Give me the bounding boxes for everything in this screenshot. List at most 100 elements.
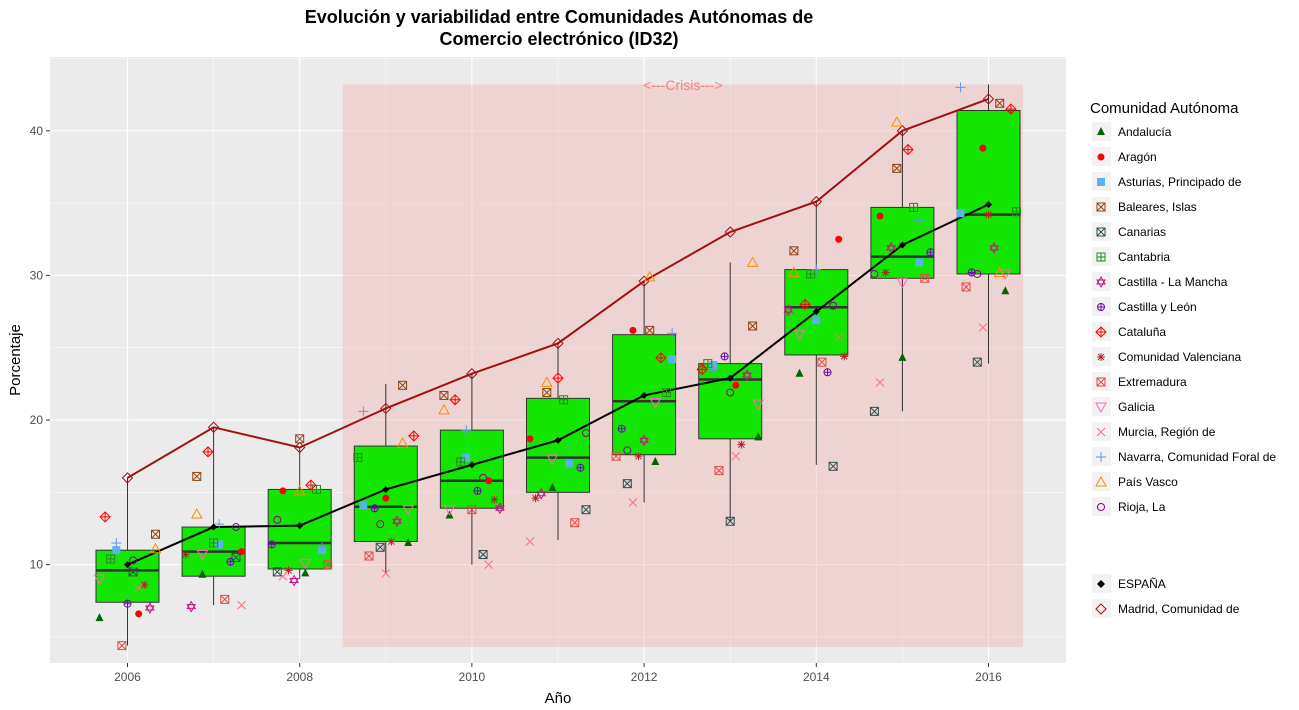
x-tick-label: 2014: [803, 670, 830, 684]
point-baleares-islas: [398, 380, 408, 390]
point-arag-n: [526, 435, 534, 443]
point-rioja-la: [973, 269, 982, 278]
point-castilla-y-le-n: [823, 368, 832, 377]
point-extremadura: [611, 451, 621, 461]
point-asturias-principado-de: [956, 209, 965, 218]
legend-item: Galicia: [1092, 397, 1155, 416]
point-comunidad-valenciana: [284, 566, 293, 575]
point-arag-n: [835, 235, 843, 243]
legend-label: Comunidad Valenciana: [1118, 350, 1242, 364]
point-galicia: [546, 454, 559, 466]
point-arag-n: [732, 381, 740, 389]
point-galicia: [793, 330, 806, 341]
point-asturias-principado-de: [709, 361, 718, 370]
point-navarra-comunidad-foral-de: [955, 82, 966, 93]
point-canarias: [828, 461, 838, 471]
point-andaluc-a: [1001, 286, 1010, 295]
point-baleares-islas: [995, 98, 1005, 108]
y-tick-label: 10: [30, 558, 44, 572]
point-pa-s-vasco: [190, 508, 203, 519]
point-asturias-principado-de: [462, 453, 471, 462]
point-cantabria: [703, 359, 713, 369]
point-cantabria: [1012, 207, 1022, 217]
point-arag-n: [279, 487, 287, 495]
legend-item: Aragón: [1092, 147, 1157, 166]
box-2011: [526, 397, 590, 493]
point-murcia-regi-n-de: [628, 498, 638, 507]
point-cantabria: [909, 202, 919, 212]
point-espana: [123, 561, 131, 569]
point-andaluc-a: [795, 368, 804, 377]
point-cantabria: [106, 554, 116, 564]
point-catalu-a: [655, 352, 667, 364]
box-2008: [267, 488, 332, 570]
point-comunidad-valenciana: [984, 210, 993, 219]
legend-title: Comunidad Autónoma: [1090, 100, 1239, 117]
point-arag-n: [135, 610, 143, 618]
point-madrid: [810, 195, 823, 208]
legend-item: Madrid, Comunidad de: [1092, 599, 1240, 618]
point-madrid: [121, 472, 134, 484]
point-navarra-comunidad-foral-de: [317, 542, 328, 553]
point-castilla-y-le-n: [576, 463, 585, 472]
point-catalu-a: [99, 511, 111, 523]
point-castilla-y-le-n: [267, 540, 276, 549]
legend-label: Baleares, Islas: [1118, 200, 1197, 214]
legend-label: Madrid, Comunidad de: [1118, 602, 1240, 616]
point-asturias-principado-de: [812, 316, 821, 325]
point-galicia: [402, 505, 415, 516]
point-rioja-la: [479, 473, 488, 482]
point-cantabria: [209, 538, 219, 548]
x-tick-label: 2008: [286, 670, 313, 684]
chart-title-line2: Comercio electrónico (ID32): [439, 29, 678, 49]
point-navarra-comunidad-foral-de: [358, 406, 369, 417]
point-espana: [468, 461, 476, 469]
x-axis-title: Año: [545, 690, 572, 707]
legend-item: Castilla y León: [1092, 297, 1197, 316]
point-canarias: [972, 357, 982, 367]
point-castilla-la-mancha: [145, 602, 155, 615]
point-madrid: [982, 93, 995, 105]
point-galicia: [752, 399, 765, 411]
point-rioja-la: [273, 515, 282, 524]
point-pa-s-vasco: [643, 270, 656, 282]
point-murcia-regi-n-de: [731, 451, 741, 461]
point-cantabria: [559, 395, 569, 405]
point-baleares-islas: [439, 390, 449, 400]
point-comunidad-valenciana: [140, 580, 149, 589]
point-andaluc-a: [198, 569, 207, 578]
point-asturias-principado-de: [359, 501, 368, 510]
point-baleares-islas: [295, 434, 305, 444]
x-axis: 2006 2008 2010 2012 2014 2016: [114, 663, 1002, 684]
point-canarias: [478, 550, 488, 560]
point-espana: [554, 436, 562, 444]
legend-label: Castilla y León: [1118, 300, 1197, 314]
point-asturias-principado-de: [112, 546, 121, 555]
point-galicia: [896, 278, 909, 289]
point-castilla-la-mancha: [495, 502, 505, 515]
point-castilla-la-mancha: [886, 241, 897, 254]
point-murcia-regi-n-de: [237, 600, 246, 610]
point-castilla-y-le-n: [370, 504, 379, 513]
point-murcia-regi-n-de: [484, 560, 494, 570]
point-catalu-a: [408, 430, 420, 442]
point-canarias: [581, 505, 591, 515]
point-catalu-a: [552, 372, 564, 384]
point-madrid: [380, 402, 392, 415]
point-canarias: [869, 406, 879, 416]
point-baleares-islas: [192, 471, 202, 481]
y-axis: 10 20 30 40: [30, 124, 50, 572]
point-murcia-regi-n-de: [381, 568, 391, 578]
point-galicia: [999, 269, 1012, 280]
x-tick-label: 2016: [975, 670, 1002, 684]
legend-item: Canarias: [1092, 222, 1166, 241]
point-arag-n: [382, 494, 390, 502]
point-rioja-la: [582, 429, 590, 438]
point-madrid: [207, 421, 220, 433]
point-asturias-principado-de: [565, 459, 574, 468]
legend-item: Extremadura: [1092, 372, 1187, 391]
point-andaluc-a: [95, 613, 104, 622]
point-canarias: [231, 552, 241, 562]
point-baleares-islas: [789, 246, 799, 256]
point-rioja-la: [376, 520, 385, 529]
